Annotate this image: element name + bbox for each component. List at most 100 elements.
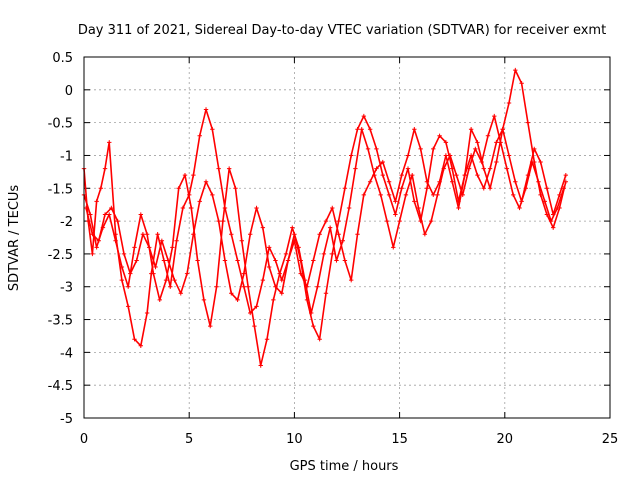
data-point-marker (235, 297, 240, 303)
data-point-marker (170, 245, 175, 250)
data-point-marker (241, 284, 247, 289)
data-point-marker (163, 277, 169, 283)
data-point-marker (226, 166, 232, 171)
x-axis-title: GPS time / hours (290, 459, 399, 474)
data-point-marker (323, 291, 329, 296)
data-point-marker (233, 186, 238, 191)
data-point-marker (342, 258, 348, 263)
data-point-marker (121, 251, 127, 257)
y-tick-label: -0.5 (48, 117, 73, 132)
y-tick-label: -2.5 (48, 248, 73, 263)
data-point-marker (182, 172, 188, 178)
data-point-marker (98, 186, 104, 191)
plot-frame (83, 56, 611, 419)
data-point-marker (279, 277, 284, 283)
data-point-marker (317, 337, 322, 342)
y-tick-label: -5 (60, 412, 73, 427)
data-point-marker (393, 212, 398, 217)
grid-lines (84, 57, 610, 418)
data-point-marker (229, 291, 234, 296)
data-point-marker (197, 199, 202, 204)
series-trace-a (81, 67, 569, 348)
data-point-marker (321, 251, 327, 257)
data-point-marker (359, 127, 364, 132)
data-point-marker (197, 133, 202, 138)
data-point-marker (241, 271, 247, 276)
data-point-marker (327, 225, 333, 230)
data-point-marker (330, 251, 335, 257)
data-point-marker (180, 205, 186, 211)
data-point-marker (248, 232, 253, 237)
data-point-marker (94, 199, 99, 204)
data-point-marker (107, 140, 112, 145)
y-tick-label: -2 (60, 215, 73, 230)
data-point-marker (125, 304, 131, 309)
data-point-marker (203, 107, 209, 112)
data-point-marker (431, 146, 436, 152)
data-point-marker (450, 179, 455, 184)
data-point-marker (532, 146, 537, 152)
y-axis-title: SDTVAR / TECUs (7, 185, 22, 292)
data-point-marker (548, 218, 554, 224)
data-point-marker (410, 172, 415, 178)
data-point-marker (201, 297, 207, 303)
data-point-marker (266, 264, 272, 270)
data-point-marker (500, 127, 505, 132)
data-point-marker (544, 186, 550, 191)
data-point-marker (550, 225, 556, 230)
data-point-marker (138, 212, 144, 217)
data-point-marker (511, 192, 516, 198)
data-point-marker (216, 166, 221, 171)
series-trace-c (81, 113, 566, 368)
data-point-marker (161, 258, 167, 263)
data-point-marker (519, 81, 524, 86)
data-point-marker (481, 186, 486, 191)
x-tick-label: 5 (185, 432, 193, 447)
data-point-marker (132, 245, 137, 250)
data-point-marker (252, 323, 257, 329)
data-point-marker (273, 258, 278, 263)
data-point-marker (235, 258, 240, 263)
data-point-marker (355, 127, 360, 132)
data-point-marker (184, 271, 190, 276)
data-point-marker (277, 271, 282, 276)
series-trace-b (83, 127, 569, 303)
data-point-marker (475, 172, 480, 178)
data-point-marker (342, 186, 348, 191)
data-point-marker (254, 205, 259, 211)
series-trace (83, 69, 567, 347)
y-tick-label: -4.5 (48, 379, 73, 394)
data-point-marker (174, 238, 179, 243)
data-point-marker (523, 186, 529, 191)
y-tick-label: -4 (60, 346, 73, 361)
data-point-marker (309, 310, 314, 316)
data-point-marker (330, 205, 335, 211)
data-point-marker (460, 192, 465, 198)
data-point-marker (315, 284, 320, 289)
data-point-marker (210, 127, 215, 132)
data-point-marker (372, 172, 377, 178)
data-point-marker (391, 245, 396, 250)
data-point-marker (403, 192, 409, 198)
data-point-marker (525, 120, 531, 125)
data-point-marker (517, 205, 522, 211)
data-point-marker (134, 258, 139, 263)
data-point-marker (296, 245, 301, 250)
data-point-marker (157, 297, 162, 303)
data-point-marker (361, 192, 367, 198)
data-point-marker (245, 284, 251, 289)
data-point-marker (353, 166, 358, 171)
data-point-marker (119, 264, 125, 270)
axis-ticks (83, 56, 611, 419)
data-point-marker (109, 205, 114, 211)
data-point-marker (494, 140, 499, 145)
data-point-marker (203, 179, 209, 184)
x-tick-label: 25 (602, 432, 619, 447)
data-point-marker (504, 166, 510, 171)
data-point-marker (100, 225, 106, 230)
data-point-marker (374, 166, 379, 171)
data-point-marker (487, 186, 493, 191)
data-point-marker (475, 140, 480, 145)
data-point-marker (208, 323, 213, 329)
data-point-marker (271, 297, 276, 303)
